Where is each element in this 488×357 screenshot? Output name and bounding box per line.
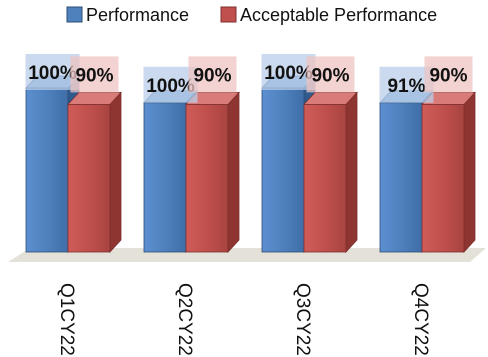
data-label-text: 100% (28, 63, 77, 84)
data-label-text: 100% (264, 63, 313, 84)
legend-swatch-acceptable-performance (220, 6, 237, 23)
data-label-box (70, 56, 119, 93)
bar-front-acceptable-performance-q3cy22 (303, 104, 347, 253)
data-label-text: 91% (387, 76, 425, 97)
legend-label-performance: Performance (86, 5, 189, 25)
bar-front-performance-q2cy22 (143, 102, 187, 253)
data-label-acceptable-performance-q4cy22: 90% (424, 56, 473, 93)
bar-front-performance-q4cy22 (379, 102, 423, 253)
data-label-box (306, 56, 355, 93)
floor-plane (8, 248, 486, 262)
data-label-acceptable-performance-q2cy22: 90% (188, 56, 237, 93)
data-label-text: 90% (311, 65, 349, 86)
bar-side-acceptable-performance-q3cy22 (345, 91, 358, 254)
data-label-box (424, 56, 473, 93)
category-axis: Q1CY22 Q2CY22 Q3CY22 Q4CY22 (56, 283, 431, 356)
bar-front-acceptable-performance-q4cy22 (421, 104, 465, 253)
bar-side-acceptable-performance-q1cy22 (109, 91, 122, 254)
tick-label-q1cy22: Q1CY22 (56, 283, 77, 356)
bar-side-acceptable-performance-q4cy22 (463, 91, 476, 254)
bar-acceptable-performance-q3cy22 (303, 91, 358, 254)
bar-front-acceptable-performance-q1cy22 (67, 104, 111, 253)
bar-acceptable-performance-q1cy22 (67, 91, 122, 254)
chart-floor (8, 248, 486, 262)
data-label-text: 90% (75, 65, 113, 86)
data-label-text: 100% (146, 76, 195, 97)
data-label-acceptable-performance-q1cy22: 90% (70, 56, 119, 93)
tick-label-q2cy22: Q2CY22 (174, 283, 195, 356)
bar-acceptable-performance-q2cy22 (185, 91, 240, 254)
data-label-text: 90% (193, 65, 231, 86)
data-label-text: 90% (429, 65, 467, 86)
tick-label-q4cy22: Q4CY22 (410, 283, 431, 356)
bar-acceptable-performance-q4cy22 (421, 91, 476, 254)
bar-front-performance-q1cy22 (25, 87, 69, 253)
legend-swatch-performance (66, 6, 83, 23)
data-label-acceptable-performance-q3cy22: 90% (306, 56, 355, 93)
bar-side-acceptable-performance-q2cy22 (227, 91, 240, 254)
bar-front-acceptable-performance-q2cy22 (185, 104, 229, 253)
tick-label-q3cy22: Q3CY22 (292, 283, 313, 356)
data-label-box (188, 56, 237, 93)
bar-front-performance-q3cy22 (261, 87, 305, 253)
legend-label-acceptable-performance: Acceptable Performance (240, 5, 437, 25)
legend: Performance Acceptable Performance (66, 5, 437, 25)
data-labels: 100%90% 100%90% 100%90% 91% 90% (25, 54, 473, 103)
